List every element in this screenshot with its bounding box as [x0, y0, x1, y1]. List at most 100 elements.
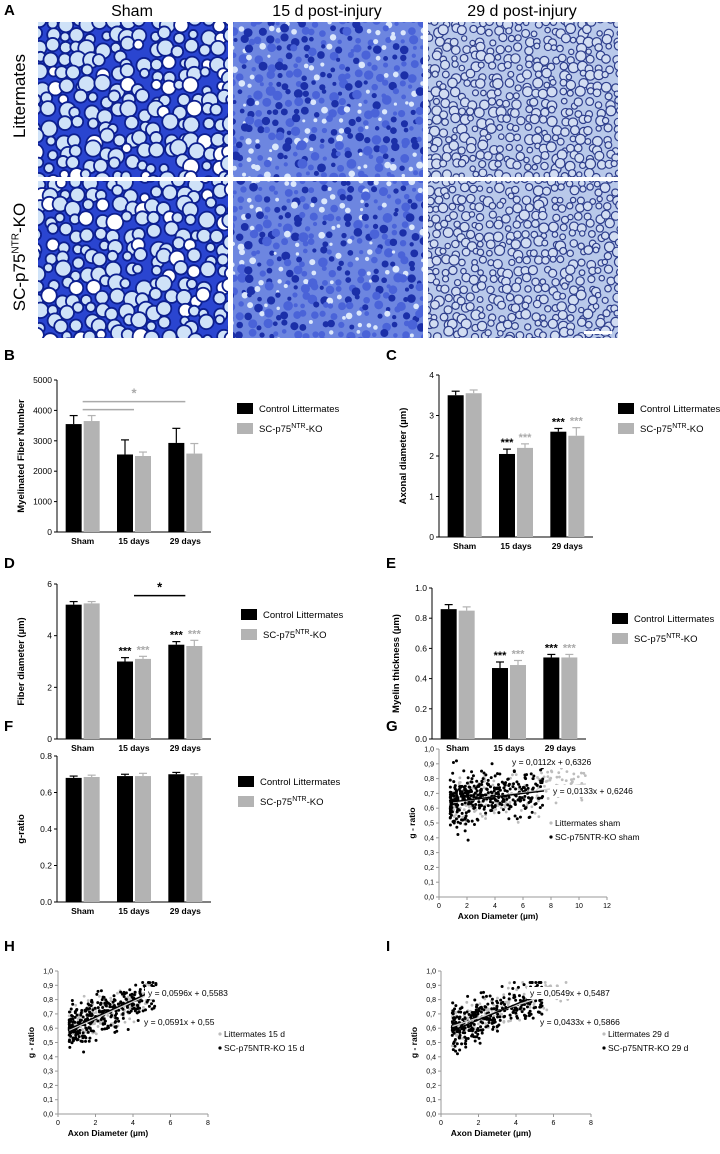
x-tick-label: 15 days	[118, 906, 149, 916]
data-point-littermates	[123, 1020, 127, 1024]
data-point-ko	[128, 993, 132, 997]
data-point-ko	[463, 1017, 467, 1021]
data-point-ko	[481, 995, 485, 999]
data-point-ko	[522, 996, 526, 1000]
data-point-ko	[89, 1029, 93, 1033]
data-point-ko	[453, 784, 457, 788]
y-tick-label: 0,0	[426, 1112, 436, 1119]
data-point-ko	[493, 804, 497, 808]
data-point-ko	[480, 769, 484, 773]
data-point-ko	[491, 801, 495, 805]
data-point-littermates	[514, 773, 518, 777]
data-point-ko	[469, 780, 473, 784]
data-point-ko	[78, 1020, 82, 1024]
x-tick-label: 0	[56, 1120, 60, 1127]
data-point-littermates	[478, 1002, 482, 1006]
data-point-ko	[512, 769, 516, 773]
data-point-ko	[532, 774, 536, 778]
data-point-ko	[467, 1013, 471, 1017]
data-point-ko	[477, 1009, 481, 1013]
data-point-ko	[455, 1052, 459, 1056]
data-point-ko	[467, 809, 471, 813]
data-point-ko	[86, 1030, 90, 1034]
data-point-littermates	[506, 986, 510, 990]
data-point-ko	[464, 1036, 468, 1040]
data-point-ko	[515, 817, 519, 821]
data-point-littermates	[572, 777, 576, 781]
legend-label: Littermates sham	[555, 818, 620, 828]
data-point-ko	[464, 1039, 468, 1043]
legend-marker	[218, 1046, 222, 1050]
data-point-ko	[454, 1049, 458, 1053]
data-point-ko	[463, 817, 467, 821]
significance-label: ***	[501, 437, 515, 449]
data-point-ko	[466, 819, 470, 823]
data-point-ko	[448, 823, 452, 827]
data-point-ko	[133, 990, 137, 994]
data-point-ko	[514, 787, 518, 791]
data-point-ko	[457, 1036, 461, 1040]
x-tick-label: 4	[514, 1120, 518, 1127]
bar-ko-29-days	[186, 776, 203, 902]
legend-swatch	[618, 403, 634, 414]
data-point-ko	[485, 788, 489, 792]
significance-label: *	[131, 386, 137, 401]
y-tick-label: 0,4	[424, 835, 434, 842]
data-point-ko	[523, 773, 527, 777]
data-point-ko	[520, 796, 524, 800]
data-point-ko	[486, 1024, 490, 1028]
data-point-ko	[485, 1016, 489, 1020]
y-axis-label: Myelinated Fiber Number	[16, 399, 27, 513]
data-point-ko	[473, 998, 477, 1002]
data-point-littermates	[545, 1008, 549, 1012]
data-point-ko	[490, 997, 494, 1001]
data-point-ko	[454, 803, 458, 807]
y-tick-label: 0.6	[415, 643, 427, 653]
data-point-ko	[528, 815, 532, 819]
data-point-littermates	[565, 770, 569, 774]
data-point-ko	[516, 782, 520, 786]
y-tick-label: 1000	[33, 497, 52, 507]
data-point-ko	[448, 807, 452, 811]
data-point-ko	[500, 984, 504, 988]
data-point-ko	[518, 815, 522, 819]
data-point-ko	[84, 1039, 88, 1043]
data-point-ko	[451, 1012, 455, 1016]
data-point-ko	[101, 995, 105, 999]
data-point-ko	[464, 1042, 468, 1046]
data-point-ko	[523, 1014, 527, 1018]
data-point-ko	[520, 1010, 524, 1014]
y-tick-label: 0,0	[43, 1112, 53, 1119]
data-point-ko	[525, 1005, 529, 1009]
data-point-littermates	[484, 1022, 487, 1025]
data-point-ko	[466, 794, 470, 798]
legend-label: SC-p75NTR-KO	[640, 423, 704, 435]
y-tick-label: 0,5	[43, 1040, 53, 1047]
bar-ko-15-days	[517, 447, 533, 537]
data-point-littermates	[544, 780, 548, 783]
data-point-ko	[460, 1042, 464, 1046]
data-point-ko	[454, 1004, 458, 1008]
data-point-ko	[466, 776, 470, 780]
bar-control-29-days	[543, 657, 560, 739]
bar-ko-15-days	[135, 776, 151, 902]
data-point-ko	[448, 778, 452, 782]
data-point-ko	[112, 998, 116, 1002]
data-point-ko	[82, 1050, 86, 1054]
data-point-ko	[464, 1045, 468, 1049]
data-point-ko	[448, 815, 452, 819]
data-point-ko	[88, 1036, 92, 1040]
data-point-littermates	[462, 808, 466, 812]
data-point-ko	[475, 1035, 479, 1039]
data-point-ko	[470, 1027, 474, 1031]
data-point-ko	[475, 1003, 479, 1007]
data-point-ko	[85, 1017, 89, 1021]
data-point-ko	[484, 793, 488, 797]
micrograph-6	[428, 181, 618, 338]
data-point-ko	[522, 804, 526, 808]
data-point-ko	[511, 785, 515, 789]
data-point-ko	[498, 1018, 502, 1022]
y-tick-label: 1,0	[426, 969, 436, 976]
data-point-ko	[455, 825, 459, 829]
equation-bg	[550, 785, 642, 797]
